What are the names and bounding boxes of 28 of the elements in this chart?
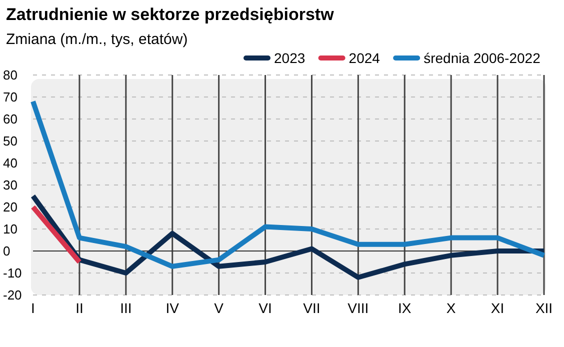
legend-label: 2024 bbox=[348, 50, 380, 66]
x-tick-label: VI bbox=[258, 300, 272, 316]
y-tick-label: 40 bbox=[3, 156, 18, 171]
y-tick-label: 60 bbox=[3, 112, 18, 127]
x-tick-label: II bbox=[76, 300, 84, 316]
legend-label: średnia 2006-2022 bbox=[424, 50, 541, 66]
chart-subtitle: Zmiana (m./m., tys, etatów) bbox=[6, 31, 188, 48]
y-tick-label: 20 bbox=[3, 200, 18, 215]
y-tick-label: 80 bbox=[3, 68, 18, 83]
chart-title: Zatrudnienie w sektorze przedsiębiorstw bbox=[6, 5, 335, 24]
x-tick-label: III bbox=[120, 300, 132, 316]
x-tick-label: XI bbox=[490, 300, 504, 316]
y-tick-label: 10 bbox=[3, 222, 18, 237]
x-tick-label: VIII bbox=[348, 300, 369, 316]
x-tick-label: XII bbox=[535, 300, 553, 316]
y-tick-label: -10 bbox=[3, 266, 22, 281]
x-tick-label: IX bbox=[398, 300, 412, 316]
x-tick-label: V bbox=[214, 300, 224, 316]
legend-label: 2023 bbox=[274, 50, 306, 66]
x-tick-label: X bbox=[446, 300, 456, 316]
x-tick-label: I bbox=[31, 300, 35, 316]
y-tick-label: -20 bbox=[3, 288, 22, 303]
y-tick-label: 70 bbox=[3, 90, 18, 105]
y-tick-label: 0 bbox=[3, 244, 10, 259]
x-tick-label: VII bbox=[303, 300, 320, 316]
x-tick-label: IV bbox=[166, 300, 180, 316]
y-tick-label: 50 bbox=[3, 134, 18, 149]
y-tick-label: 30 bbox=[3, 178, 18, 193]
